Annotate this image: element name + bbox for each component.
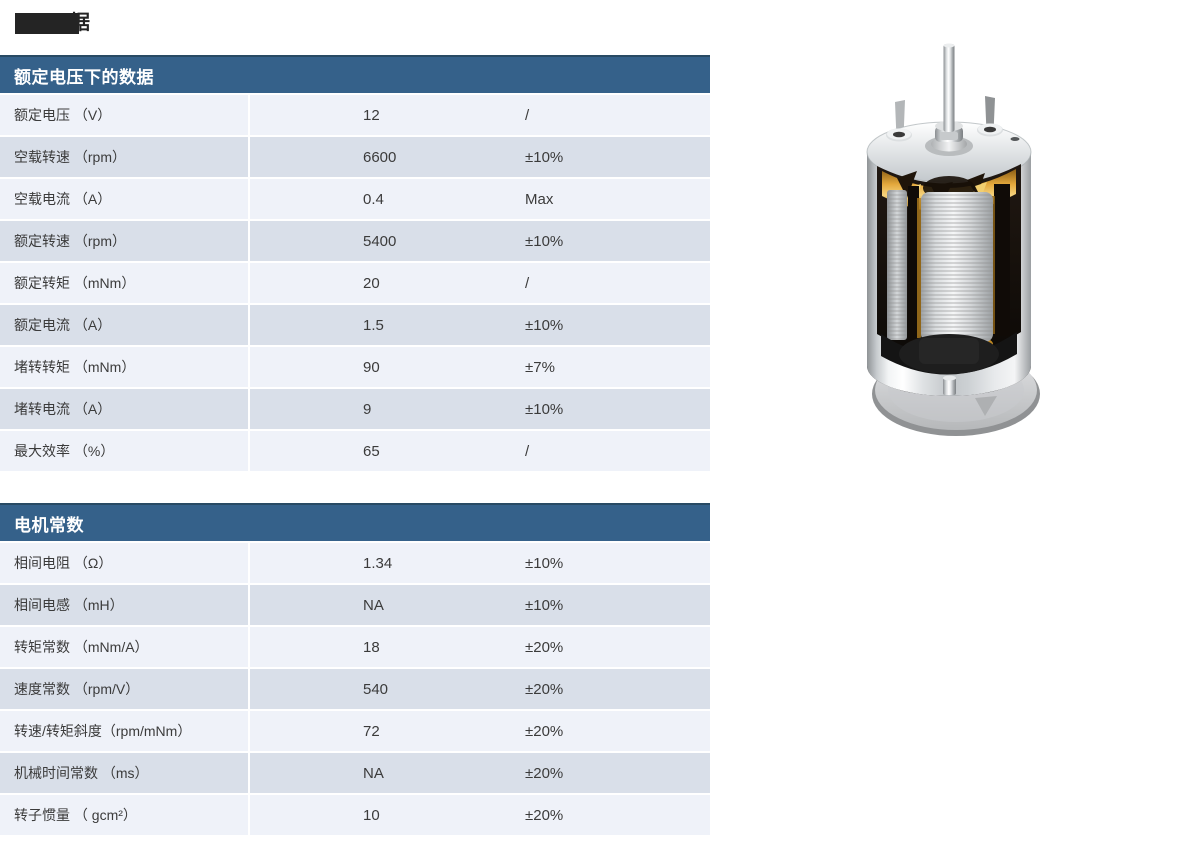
spec-value: 18 xyxy=(363,638,380,656)
spec-tolerance: ±10% xyxy=(525,316,564,334)
table-row: 转矩常数 （mNm/A） 18 ±20% xyxy=(0,627,710,667)
black-cover-box xyxy=(15,13,79,34)
spec-label: 额定转矩 （mNm） xyxy=(0,263,250,303)
table-row: 额定转速 （rpm） 5400 ±10% xyxy=(0,221,710,261)
spec-value: 65 xyxy=(363,442,380,460)
spec-value: 0.4 xyxy=(363,190,384,208)
motor-image-svg xyxy=(866,43,1040,436)
spec-tolerance: / xyxy=(525,106,530,124)
rated-voltage-table: 额定电压下的数据 额定电压 （V） 12/空载转速 （rpm） 6600 ±10% 空载… xyxy=(0,55,710,471)
table-row: 额定电压 （V） 12 / xyxy=(0,95,710,135)
spec-tolerance: Max xyxy=(525,190,554,208)
table-row: 速度常数 （rpm/V） 540 ±20% xyxy=(0,669,710,709)
spec-label: 额定转速 （rpm） xyxy=(0,221,250,261)
table-row: 相间电阻 （Ω） 1.34 ±10% xyxy=(0,543,710,583)
table-row: 最大效率 （%） 65 / xyxy=(0,431,710,471)
spec-label: 转速/转矩斜度（rpm/mNm） xyxy=(0,711,250,751)
spec-tolerance: ±10% xyxy=(525,148,564,166)
spec-value: 6600 xyxy=(363,148,397,166)
spec-label: 空载转速 （rpm） xyxy=(0,137,250,177)
spec-label: 转子惯量 （ gcm²） xyxy=(0,795,250,835)
spec-tolerance: ±10% xyxy=(525,232,564,250)
motor-cutaway-image xyxy=(857,38,1049,438)
spec-tolerance: ±20% xyxy=(525,764,564,782)
spec-tolerance: / xyxy=(525,442,530,460)
spec-value: 9 xyxy=(363,400,372,418)
table-row: 堵转转矩 （mNm） 90 ±7% xyxy=(0,347,710,387)
spec-label: 相间电感 （mH） xyxy=(0,585,250,625)
spec-value: NA xyxy=(363,596,384,614)
spec-label: 机械时间常数 （ms） xyxy=(0,753,250,793)
motor-constants-table: 电机常数 相间电阻 （Ω） 1.34 ±10% 相间电感 （mH） NA ±10% 转矩常数… xyxy=(0,503,710,835)
table-row: 机械时间常数 （ms） NA ±20% xyxy=(0,753,710,793)
spec-tolerance: ±10% xyxy=(525,400,564,418)
table-row: 额定电流 （A） 1.5 ±10% xyxy=(0,305,710,345)
table-row: 转子惯量 （ gcm²） 10 ±20% xyxy=(0,795,710,835)
spec-tolerance: / xyxy=(525,274,530,292)
spec-tolerance: ±10% xyxy=(525,554,564,572)
spec-value: NA xyxy=(363,764,384,782)
spec-value: 72 xyxy=(363,722,380,740)
spec-value: 10 xyxy=(363,806,380,824)
spec-label: 相间电阻 （Ω） xyxy=(0,543,250,583)
table-row: 相间电感 （mH） NA ±10% xyxy=(0,585,710,625)
spec-tolerance: ±10% xyxy=(525,596,564,614)
spec-value: 12 xyxy=(363,106,380,124)
spec-tolerance: ±7% xyxy=(525,358,555,376)
spec-label: 额定电流 （A） xyxy=(0,305,250,345)
spec-value: 5400 xyxy=(363,232,397,250)
table-body: 额定电压 （V） 12 / 空载转速 （rpm） 6600 ±10% 空载电流 （A） 0.4… xyxy=(0,95,710,471)
spec-label: 堵转转矩 （mNm） xyxy=(0,347,250,387)
table-row: 转速/转矩斜度（rpm/mNm） 72 ±20% xyxy=(0,711,710,751)
table-body: 相间电阻 （Ω） 1.34 ±10% 相间电感 （mH） NA ±10% 转矩常数 （mNm… xyxy=(0,543,710,835)
table-row: 堵转电流 （A） 9 ±10% xyxy=(0,389,710,429)
spec-value: 1.5 xyxy=(363,316,384,334)
page-badge: 据 xyxy=(0,0,200,44)
table-row: 空载转速 （rpm） 6600 ±10% xyxy=(0,137,710,177)
spec-tolerance: ±20% xyxy=(525,722,564,740)
spec-label: 堵转电流 （A） xyxy=(0,389,250,429)
spec-label: 速度常数 （rpm/V） xyxy=(0,669,250,709)
spec-value: 90 xyxy=(363,358,380,376)
table-row: 空载电流 （A） 0.4 Max xyxy=(0,179,710,219)
spec-tables: 额定电压下的数据 额定电压 （V） 12/空载转速 （rpm） 6600 ±10% 空载… xyxy=(0,55,710,837)
spec-tolerance: ±20% xyxy=(525,680,564,698)
table-row: 额定转矩 （mNm） 20 / xyxy=(0,263,710,303)
table-title: 额定电压下的数据 xyxy=(0,55,710,93)
spec-tolerance: ±20% xyxy=(525,806,564,824)
spec-tolerance: ±20% xyxy=(525,638,564,656)
spec-value: 540 xyxy=(363,680,389,698)
spec-label: 最大效率 （%） xyxy=(0,431,250,471)
spec-label: 转矩常数 （mNm/A） xyxy=(0,627,250,667)
spec-label: 额定电压 （V） xyxy=(0,95,250,135)
spec-label: 空载电流 （A） xyxy=(0,179,250,219)
spec-value: 20 xyxy=(363,274,380,292)
table-title: 电机常数 xyxy=(0,503,710,541)
spec-value: 1.34 xyxy=(363,554,393,572)
